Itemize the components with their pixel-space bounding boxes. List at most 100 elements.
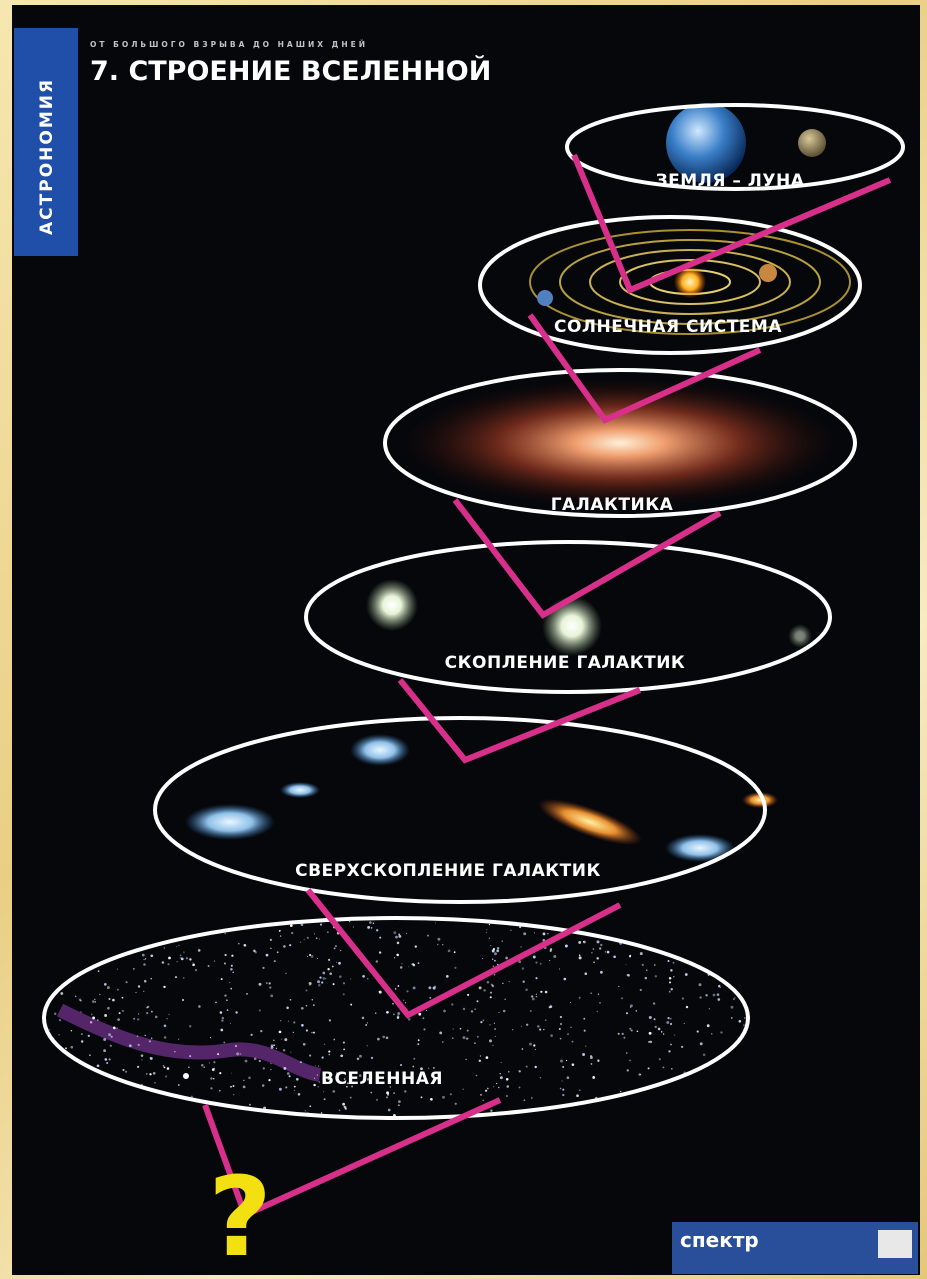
star (428, 986, 431, 989)
star (319, 938, 320, 939)
star (596, 957, 598, 959)
star (530, 1010, 532, 1012)
star (350, 1097, 352, 1099)
subtitle: ОТ БОЛЬШОГО ВЗРЫВА ДО НАШИХ ДНЕЙ (90, 40, 368, 49)
star (477, 1000, 479, 1002)
star (153, 1072, 156, 1075)
star (54, 1013, 56, 1015)
star (168, 957, 171, 960)
star (328, 1051, 330, 1053)
star (674, 1035, 675, 1036)
star (636, 1010, 638, 1012)
star (306, 990, 308, 992)
star (80, 1011, 81, 1012)
star (494, 952, 497, 955)
star (133, 1018, 135, 1020)
galaxy-blob (280, 782, 320, 798)
star (553, 955, 556, 958)
star (474, 1009, 475, 1010)
star (733, 998, 735, 1000)
star (89, 1054, 91, 1056)
star (561, 1080, 562, 1081)
star (597, 1060, 599, 1062)
star (107, 986, 110, 989)
star (670, 1044, 672, 1046)
star (313, 1032, 315, 1034)
star (593, 948, 595, 950)
star (618, 986, 619, 987)
star (709, 1008, 710, 1009)
star (490, 945, 491, 946)
star (435, 922, 436, 923)
star (376, 929, 378, 931)
star (479, 1060, 481, 1062)
star (398, 985, 400, 987)
star (233, 1085, 235, 1087)
star (450, 1093, 452, 1095)
star (336, 962, 337, 963)
star (325, 978, 326, 979)
star (145, 1035, 147, 1037)
star (106, 1062, 108, 1064)
star (623, 1037, 625, 1039)
star (451, 1003, 453, 1005)
star (531, 1097, 533, 1099)
star (418, 1039, 420, 1041)
star (198, 949, 201, 952)
star (138, 985, 140, 987)
star (533, 1044, 535, 1046)
star (471, 1010, 473, 1012)
star (229, 982, 230, 983)
star (507, 1085, 510, 1088)
star (362, 975, 365, 978)
poster-background (12, 5, 920, 1275)
star (314, 933, 315, 934)
star (460, 1028, 462, 1030)
star (707, 1024, 710, 1027)
star (500, 1076, 503, 1079)
star (324, 1044, 325, 1045)
star (659, 1058, 661, 1060)
star (213, 1068, 215, 1070)
star (490, 992, 492, 994)
star (290, 924, 293, 927)
star (377, 1038, 380, 1041)
star (492, 985, 494, 987)
star (345, 1107, 347, 1109)
star (221, 1019, 223, 1021)
star (537, 1025, 540, 1028)
star (143, 991, 144, 992)
star (117, 969, 118, 970)
star (288, 1021, 289, 1022)
star (311, 955, 314, 958)
star (404, 1090, 406, 1092)
star (570, 1002, 571, 1003)
star (307, 956, 308, 957)
star (117, 1018, 120, 1021)
level-label: СОЛНЕЧНАЯ СИСТЕМА (554, 317, 782, 337)
star (655, 975, 657, 977)
star (224, 963, 226, 965)
star (277, 951, 279, 953)
star (189, 958, 191, 960)
star (649, 1016, 652, 1019)
star (103, 1038, 106, 1041)
star (663, 1033, 665, 1035)
star (627, 974, 630, 977)
star (290, 1052, 291, 1053)
star (230, 968, 233, 971)
star (711, 1033, 712, 1034)
star (343, 1049, 345, 1051)
star (321, 1112, 322, 1113)
star (231, 1073, 232, 1074)
star (401, 963, 402, 964)
star (495, 1036, 496, 1037)
star (670, 988, 672, 990)
star (572, 1063, 575, 1066)
star (486, 929, 487, 930)
star (230, 1086, 232, 1088)
star (386, 1011, 389, 1014)
star (306, 1029, 308, 1031)
star (498, 1012, 499, 1013)
star (112, 999, 115, 1002)
